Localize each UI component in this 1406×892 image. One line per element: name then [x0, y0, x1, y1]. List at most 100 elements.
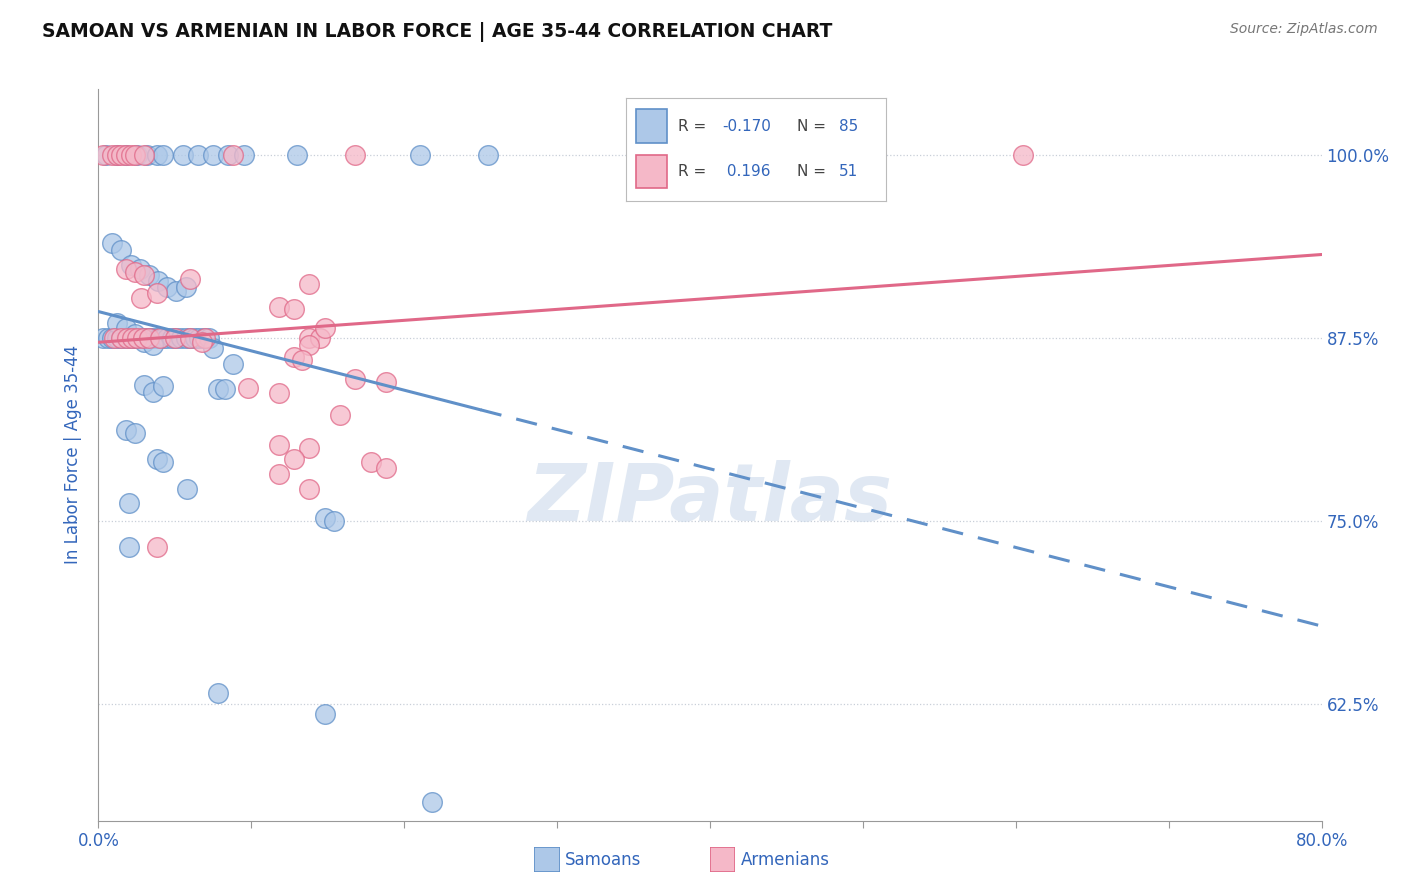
- Point: [142, 331, 165, 345]
- Bar: [636, 110, 668, 144]
- Point: [134, 331, 156, 345]
- Point: [187, 148, 209, 162]
- Point: [477, 148, 499, 162]
- Point: [125, 148, 148, 162]
- Point: [232, 148, 254, 162]
- Point: [145, 148, 167, 162]
- Text: Source: ZipAtlas.com: Source: ZipAtlas.com: [1230, 22, 1378, 37]
- Point: [298, 331, 321, 345]
- Point: [374, 375, 396, 389]
- Point: [163, 331, 186, 345]
- Point: [176, 482, 198, 496]
- Point: [360, 455, 382, 469]
- Point: [152, 379, 174, 393]
- Point: [121, 331, 143, 345]
- Point: [314, 320, 336, 334]
- Point: [174, 331, 197, 345]
- Text: Samoans: Samoans: [565, 851, 641, 869]
- Point: [314, 511, 336, 525]
- Point: [94, 148, 117, 162]
- Point: [110, 331, 132, 345]
- Point: [146, 274, 169, 288]
- Point: [124, 148, 146, 162]
- Point: [222, 148, 245, 162]
- Point: [191, 335, 214, 350]
- Point: [134, 377, 156, 392]
- Point: [120, 148, 142, 162]
- Point: [1012, 148, 1035, 162]
- Point: [134, 148, 156, 162]
- Point: [322, 514, 344, 528]
- Point: [120, 258, 142, 272]
- Point: [124, 331, 146, 345]
- Point: [152, 148, 174, 162]
- Point: [179, 331, 201, 345]
- Text: 51: 51: [839, 164, 858, 179]
- Point: [160, 331, 183, 345]
- Point: [125, 331, 148, 345]
- Point: [202, 341, 225, 355]
- Point: [283, 350, 305, 364]
- Point: [105, 316, 128, 330]
- Point: [374, 461, 396, 475]
- Point: [283, 452, 305, 467]
- Point: [101, 331, 124, 345]
- Point: [103, 331, 125, 345]
- Point: [267, 386, 290, 401]
- Point: [115, 148, 138, 162]
- Point: [193, 331, 215, 345]
- Point: [138, 331, 160, 345]
- Point: [134, 335, 156, 350]
- Point: [298, 482, 321, 496]
- Point: [115, 262, 138, 277]
- Point: [142, 338, 165, 352]
- Text: 0.196: 0.196: [721, 164, 770, 179]
- Point: [344, 372, 367, 386]
- Point: [197, 331, 219, 345]
- Text: R =: R =: [678, 119, 711, 134]
- Text: ZIPatlas: ZIPatlas: [527, 459, 893, 538]
- Point: [152, 455, 174, 469]
- Point: [101, 148, 124, 162]
- Point: [156, 279, 179, 293]
- Point: [132, 331, 155, 345]
- Point: [298, 338, 321, 352]
- Point: [149, 331, 172, 345]
- Point: [128, 331, 150, 345]
- Point: [110, 148, 132, 162]
- Point: [207, 686, 229, 700]
- Point: [314, 706, 336, 721]
- Point: [170, 331, 193, 345]
- Point: [309, 331, 332, 345]
- Point: [128, 262, 150, 277]
- Point: [115, 423, 138, 437]
- Point: [174, 279, 197, 293]
- Point: [267, 467, 290, 481]
- Point: [118, 540, 141, 554]
- Point: [184, 331, 207, 345]
- Point: [120, 331, 142, 345]
- Point: [267, 438, 290, 452]
- Point: [217, 148, 239, 162]
- Point: [145, 540, 167, 554]
- Point: [165, 331, 187, 345]
- Point: [118, 496, 141, 510]
- Point: [408, 148, 430, 162]
- Point: [145, 285, 167, 300]
- Point: [117, 331, 139, 345]
- Point: [329, 409, 352, 423]
- Point: [207, 382, 229, 396]
- Point: [134, 268, 156, 282]
- Point: [165, 284, 187, 298]
- Point: [91, 331, 114, 345]
- Point: [110, 243, 132, 257]
- Point: [222, 357, 245, 371]
- Point: [238, 381, 260, 395]
- Point: [142, 384, 165, 399]
- Point: [179, 331, 201, 345]
- Point: [214, 382, 236, 396]
- Point: [105, 148, 128, 162]
- Bar: [636, 154, 668, 188]
- Point: [97, 331, 120, 345]
- Point: [420, 795, 443, 809]
